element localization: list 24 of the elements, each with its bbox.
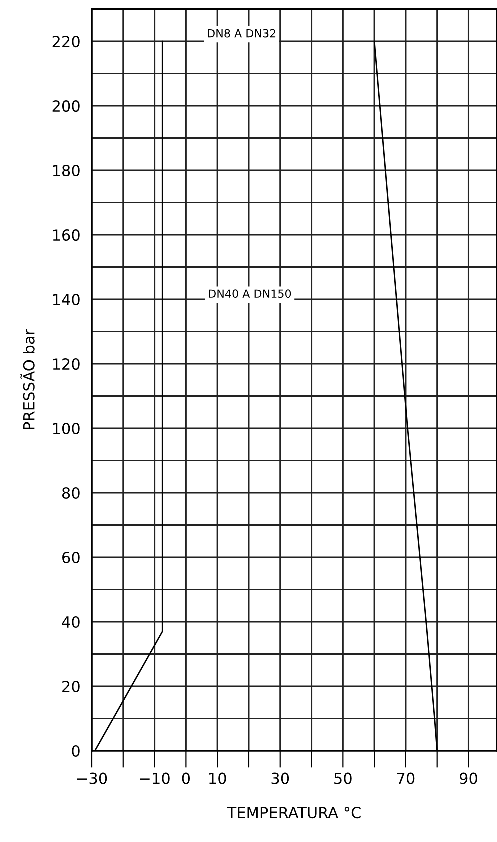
y-axis-title: PRESSÃO bar bbox=[20, 329, 35, 430]
y-tick-label: 220 bbox=[52, 36, 80, 48]
x-tick-label: 50 bbox=[334, 772, 352, 784]
y-tick-label: 0 bbox=[72, 745, 80, 758]
x-tick-label: 10 bbox=[210, 772, 226, 784]
y-tick-label: 140 bbox=[53, 294, 80, 306]
x-axis-title: TEMPERATURA °C bbox=[227, 807, 361, 819]
y-tick-label: 200 bbox=[52, 100, 80, 112]
y-tick-label: 160 bbox=[53, 230, 80, 242]
y-tick-label: 40 bbox=[62, 616, 80, 628]
x-tick-label: −10 bbox=[140, 772, 170, 784]
y-tick-label: 100 bbox=[53, 422, 80, 435]
y-tick-label: 60 bbox=[62, 552, 80, 564]
annotation: DN8 A DN32 bbox=[208, 29, 276, 38]
annotation: DN40 A DN150 bbox=[209, 290, 292, 298]
y-tick-label: 80 bbox=[62, 487, 80, 500]
x-tick-label: −30 bbox=[77, 772, 108, 784]
y-tick-label: 120 bbox=[53, 358, 80, 370]
x-tick-label: 70 bbox=[397, 772, 415, 784]
x-tick-label: 0 bbox=[182, 772, 190, 784]
x-tick-label: 90 bbox=[460, 772, 478, 784]
y-tick-label: 20 bbox=[62, 680, 80, 693]
y-tick-label: 180 bbox=[53, 165, 80, 177]
x-tick-label: 30 bbox=[272, 772, 290, 784]
